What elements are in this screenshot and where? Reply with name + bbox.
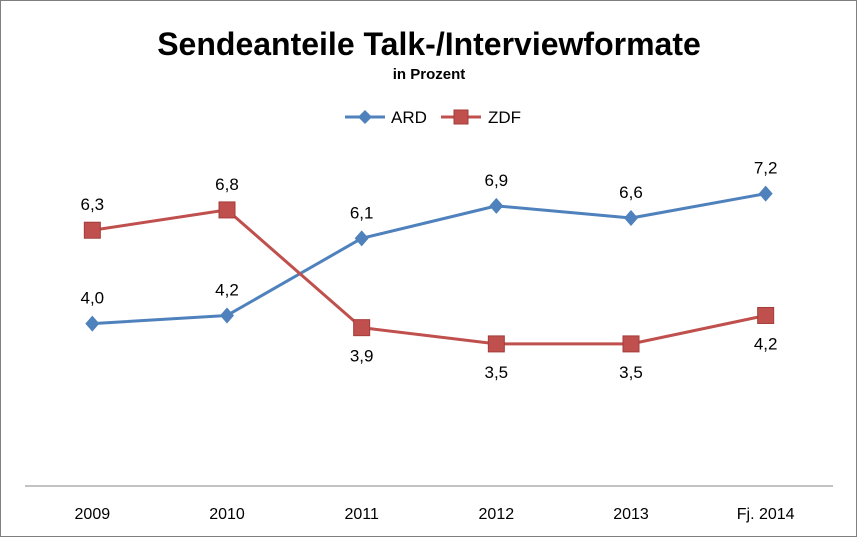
x-tick-label: 2011	[344, 506, 379, 523]
data-point	[83, 221, 101, 239]
series-line	[92, 192, 766, 326]
series-zdf	[92, 208, 766, 346]
data-label: 6,6	[619, 183, 643, 202]
x-tick-label: 2010	[209, 506, 245, 523]
x-axis: 2009 2010 2011 2012 2013 Fj. 2014	[25, 485, 833, 523]
data-label: 3,5	[619, 363, 643, 382]
legend-label: ZDF	[488, 108, 521, 127]
x-tick-label: 2012	[479, 506, 515, 523]
plot-area: 4,0 4,2 6,1 6,9 6,6 7,2 6,3 6,8 3,9 3,5 3,5 4,2	[81, 159, 778, 382]
data-point	[354, 230, 369, 247]
markers-ard: 4,0 4,2 6,1 6,9 6,6 7,2	[81, 159, 778, 332]
legend-label: ARD	[391, 108, 427, 127]
data-point	[489, 197, 504, 214]
markers-zdf: 6,3 6,8 3,9 3,5 3,5 4,2	[81, 175, 778, 382]
chart-subtitle: in Prozent	[393, 66, 466, 83]
x-tick-label: 2009	[75, 506, 111, 523]
data-point	[220, 307, 234, 324]
data-point	[85, 315, 100, 332]
data-point	[758, 185, 773, 202]
legend-marker	[358, 110, 372, 124]
data-point	[622, 335, 640, 353]
data-label: 6,9	[485, 171, 509, 190]
x-tick-label: 2013	[613, 506, 649, 523]
data-point	[487, 335, 505, 353]
x-tick-label: Fj. 2014	[737, 506, 795, 523]
legend: ARD ZDF	[345, 108, 521, 127]
data-point	[353, 319, 371, 337]
data-point	[624, 210, 638, 227]
chart-title: Sendeanteile Talk-/Interviewformate	[157, 26, 701, 62]
data-label: 7,2	[754, 159, 778, 178]
legend-item-zdf: ZDF	[441, 108, 521, 127]
series-ard	[92, 192, 766, 326]
data-point	[218, 201, 236, 219]
legend-item-ard: ARD	[345, 108, 427, 127]
data-label: 4,2	[754, 334, 778, 353]
data-point	[757, 306, 775, 324]
series-line	[92, 208, 766, 346]
data-label: 4,2	[215, 280, 239, 299]
data-label: 6,8	[215, 175, 239, 194]
data-label: 3,5	[485, 363, 509, 382]
data-label: 3,9	[350, 347, 374, 366]
data-label: 4,0	[81, 289, 105, 308]
data-label: 6,1	[350, 203, 374, 222]
legend-marker	[453, 109, 469, 125]
data-label: 6,3	[81, 195, 105, 214]
